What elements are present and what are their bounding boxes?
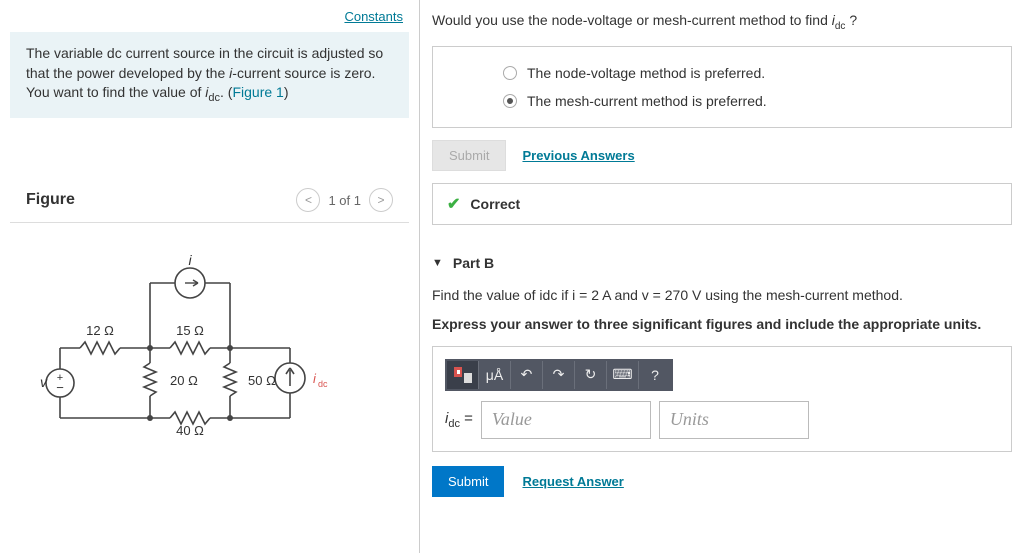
svg-text:−: − (56, 380, 64, 395)
help-button[interactable]: ? (639, 361, 671, 389)
circuit-figure: i + − v 12 Ω 15 Ω 20 Ω 50 Ω 40 Ω i dc (0, 223, 419, 456)
answer-toolbar: μÅ ↶ ↷ ↻ ⌨ ? (445, 359, 673, 391)
part-b-label: Part B (453, 255, 494, 271)
figure-title: Figure (26, 191, 75, 209)
radio-option-mesh-current[interactable]: The mesh-current method is preferred. (503, 87, 941, 115)
figure-next-button[interactable]: > (369, 188, 393, 212)
label-r2: 15 Ω (176, 323, 204, 338)
figure-link[interactable]: Figure 1 (232, 84, 283, 100)
redo-button[interactable]: ↷ (543, 361, 575, 389)
label-r4: 50 Ω (248, 373, 276, 388)
reset-button[interactable]: ↻ (575, 361, 607, 389)
label-r3: 20 Ω (170, 373, 198, 388)
check-icon: ✔ (447, 194, 460, 214)
problem-text-4: ) (284, 84, 289, 100)
templates-button[interactable] (447, 361, 479, 389)
svg-text:dc: dc (318, 379, 328, 389)
right-panel: Would you use the node-voltage or mesh-c… (420, 0, 1024, 553)
radio-label-2: The mesh-current method is preferred. (527, 93, 767, 109)
constants-link[interactable]: Constants (344, 9, 403, 24)
label-v: v (40, 374, 48, 390)
answer-area: μÅ ↶ ↷ ↻ ⌨ ? idc = Value Units (432, 346, 1012, 452)
radio-label-1: The node-voltage method is preferred. (527, 65, 765, 81)
label-r5: 40 Ω (176, 423, 204, 438)
units-input[interactable]: Units (659, 401, 809, 439)
label-idc: i (313, 371, 317, 386)
value-input[interactable]: Value (481, 401, 651, 439)
submit-button-part-b[interactable]: Submit (432, 466, 504, 497)
radio-option-node-voltage[interactable]: The node-voltage method is preferred. (503, 59, 941, 87)
part-a-question: Would you use the node-voltage or mesh-c… (432, 8, 1012, 46)
figure-header: Figure < 1 of 1 > (10, 178, 409, 223)
part-b-instructions: Express your answer to three significant… (432, 316, 1012, 332)
undo-button[interactable]: ↶ (511, 361, 543, 389)
figure-counter: 1 of 1 (328, 193, 361, 208)
radio-icon (503, 66, 517, 80)
correct-label: Correct (470, 196, 520, 212)
previous-answers-link[interactable]: Previous Answers (522, 148, 634, 163)
problem-statement: The variable dc current source in the ci… (10, 32, 409, 118)
caret-down-icon: ▼ (432, 257, 443, 269)
label-i: i (188, 253, 192, 268)
part-b-question: Find the value of idc if i = 2 A and v =… (432, 285, 1012, 306)
label-r1: 12 Ω (86, 323, 114, 338)
submit-button-part-a: Submit (432, 140, 506, 171)
correct-feedback: ✔ Correct (432, 183, 1012, 225)
left-panel: Constants The variable dc current source… (0, 0, 420, 553)
keyboard-button[interactable]: ⌨ (607, 361, 639, 389)
radio-group: The node-voltage method is preferred. Th… (432, 46, 1012, 128)
part-b-header[interactable]: ▼ Part B (432, 255, 1012, 271)
answer-variable-label: idc = (445, 410, 473, 430)
request-answer-link[interactable]: Request Answer (522, 474, 623, 489)
problem-text-3: . ( (220, 84, 232, 100)
problem-idc-sub: dc (208, 92, 220, 104)
radio-icon-selected (503, 94, 517, 108)
figure-prev-button[interactable]: < (296, 188, 320, 212)
units-mu-button[interactable]: μÅ (479, 361, 511, 389)
